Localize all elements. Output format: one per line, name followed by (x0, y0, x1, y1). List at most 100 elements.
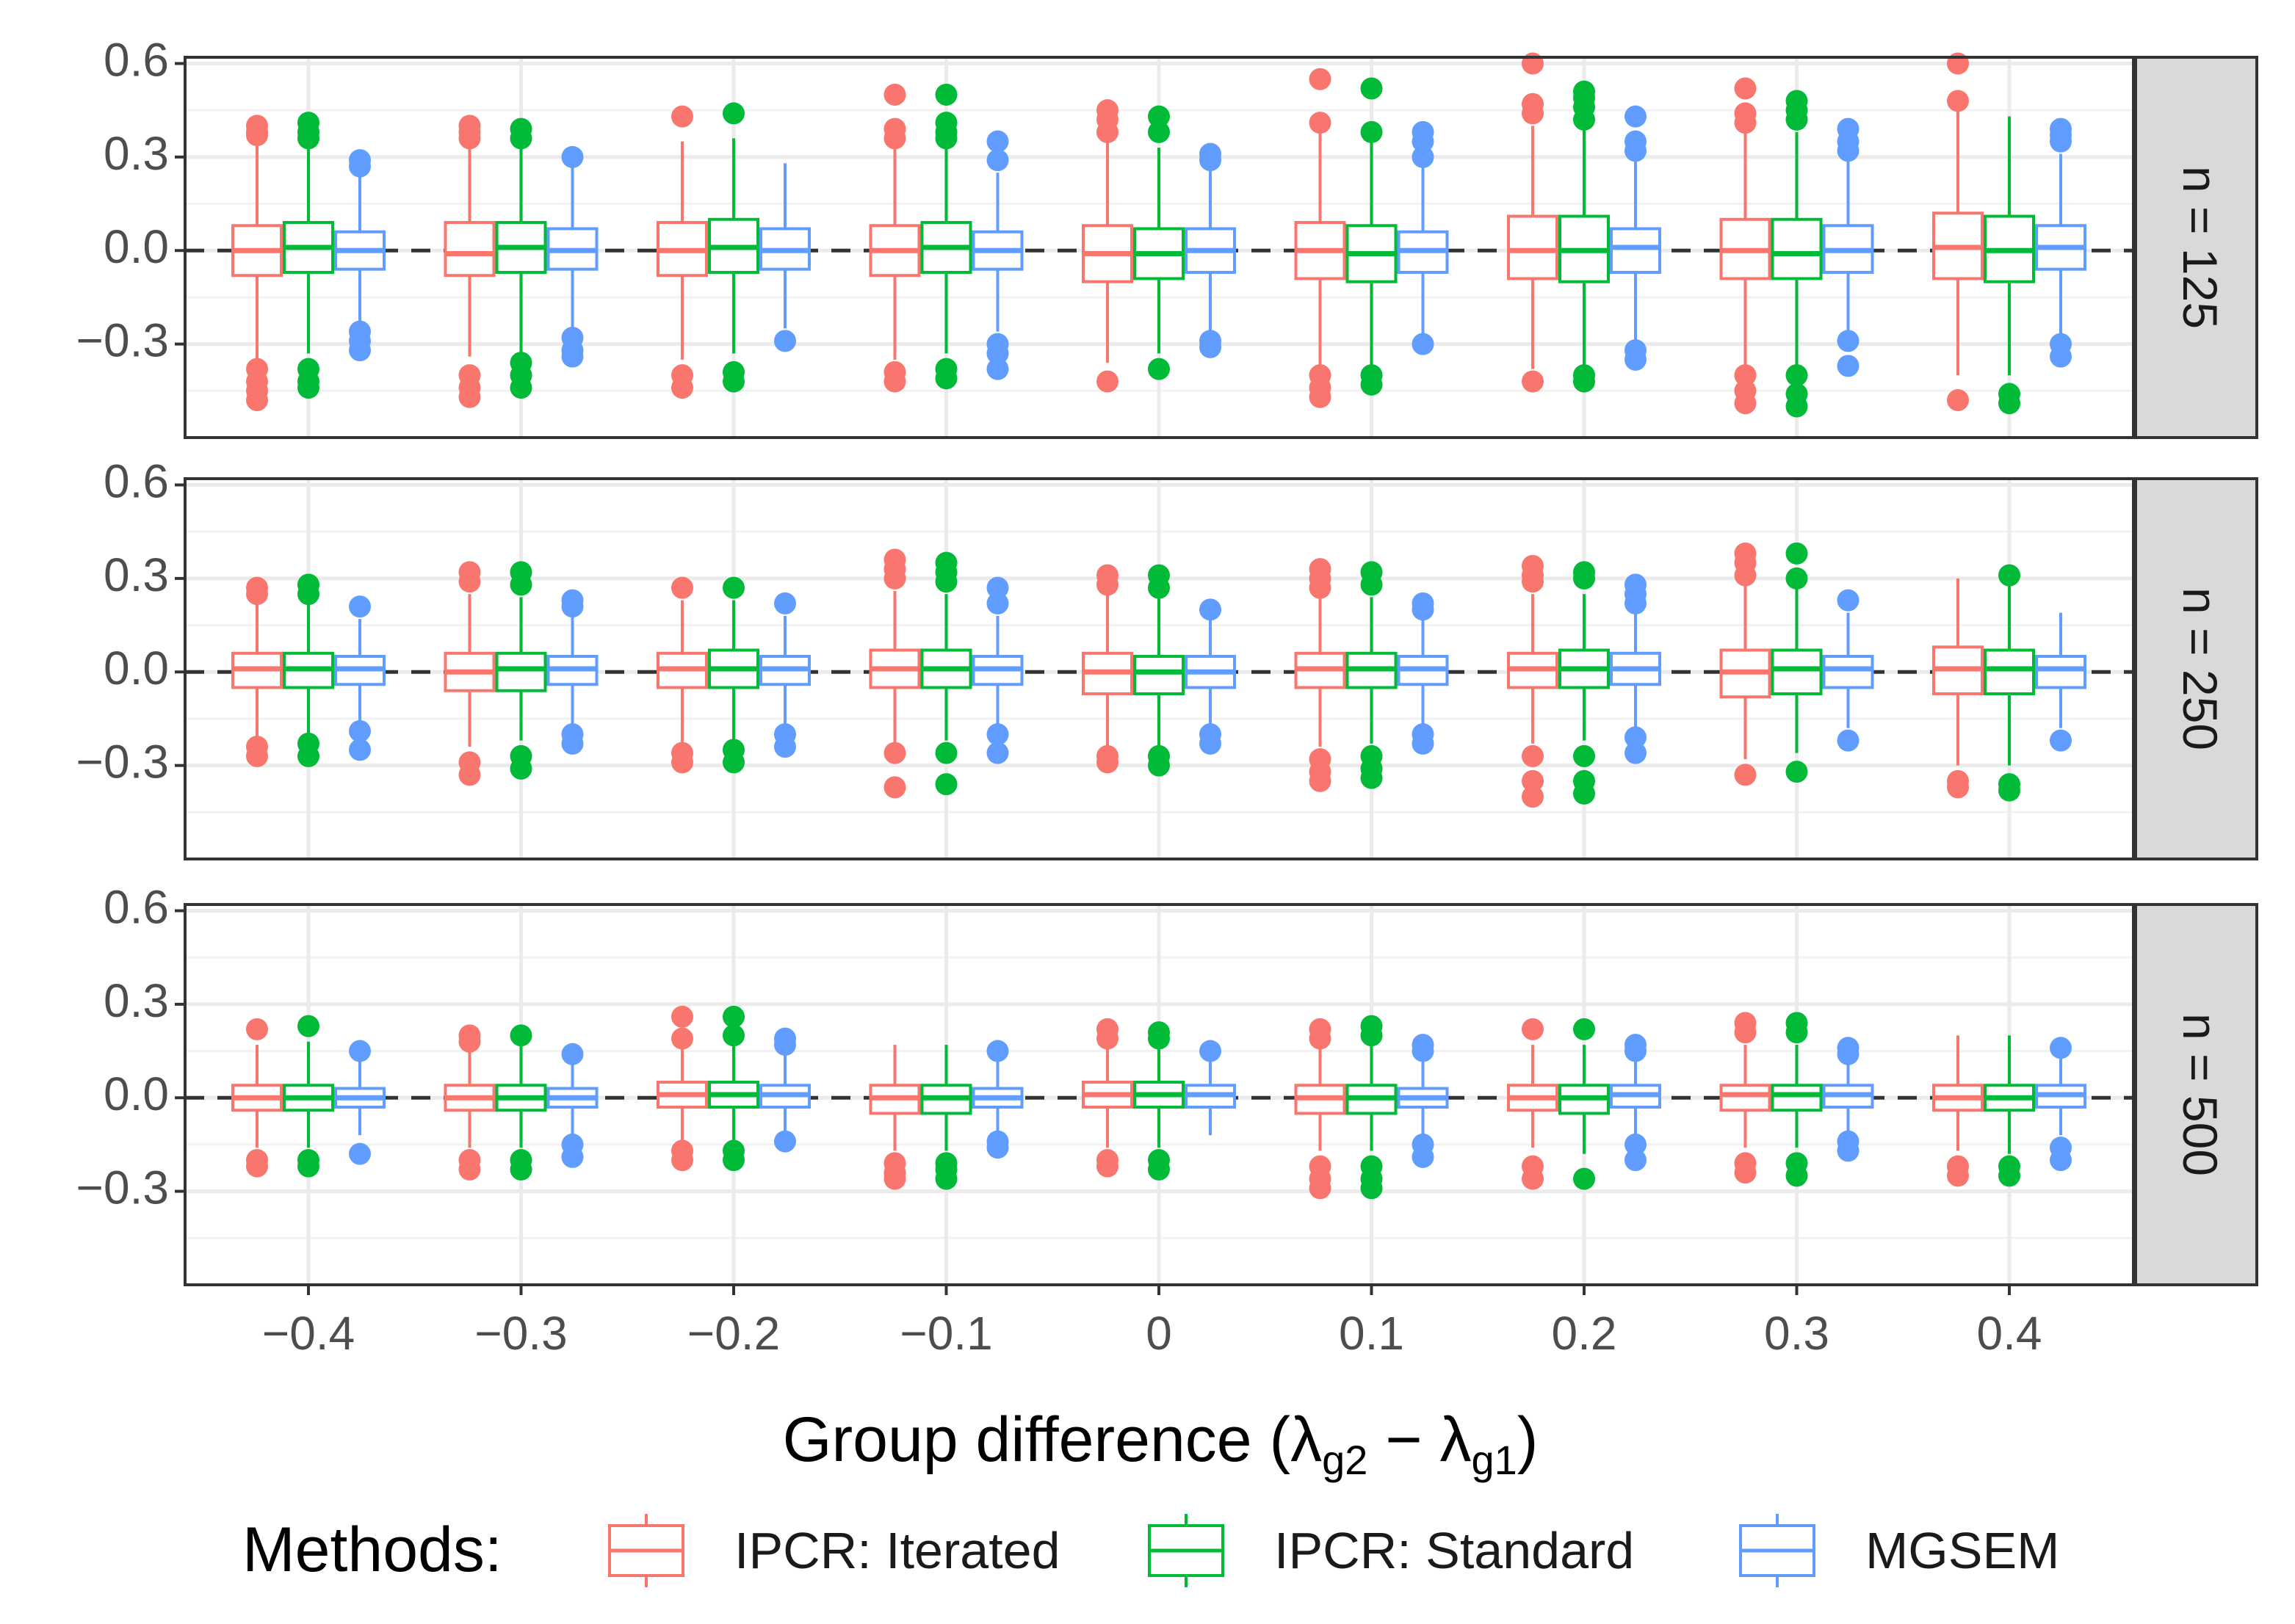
boxplot-mgsem-n-250-x4 (1185, 598, 1236, 755)
outlier-point (1096, 1027, 1118, 1050)
outlier-point (774, 1130, 796, 1153)
x-tick-label: −0.1 (900, 1307, 992, 1360)
outlier-point (458, 1158, 481, 1181)
outlier-point (986, 149, 1009, 172)
boxplot-ipcr-standard-n-125-x3 (920, 83, 972, 390)
boxplot-ipcr-iterated-n-125-x5 (1294, 68, 1346, 408)
outlier-point (349, 339, 371, 362)
outlier-point (297, 1155, 319, 1178)
outlier-point (1522, 744, 1544, 767)
boxplot-ipcr-standard-n-125-x0 (283, 112, 334, 399)
outlier-point (1785, 108, 1808, 131)
outlier-point (935, 1167, 958, 1190)
outlier-point (1734, 112, 1757, 134)
outlier-point (986, 723, 1009, 746)
outlier-point (883, 742, 906, 764)
boxplot-ipcr-standard-n-250-x3 (920, 551, 972, 796)
x-axis-title-suffix: ) (1517, 1404, 1539, 1475)
box-iqr (2035, 655, 2086, 689)
outlier-point (1360, 573, 1383, 596)
boxplot-ipcr-iterated-n-125-x2 (657, 105, 708, 399)
outlier-point (510, 127, 532, 150)
outlier-point (1309, 68, 1331, 90)
boxplot-ipcr-standard-n-500-x5 (1345, 1015, 1398, 1200)
outlier-point (349, 1040, 371, 1062)
outlier-point (1734, 392, 1757, 415)
boxplot-ipcr-standard-n-125-x8 (1984, 116, 2035, 415)
outlier-point (883, 83, 906, 106)
outlier-point (774, 592, 796, 615)
boxplot-mgsem-n-500-x8 (2035, 1037, 2086, 1172)
outlier-point (246, 389, 268, 412)
outlier-point (1309, 1177, 1331, 1200)
panel-n-500: n = 500 0.6 0.3 0.0 −0.3 (76, 880, 2258, 1286)
boxplot-ipcr-iterated-n-500-x2 (657, 1005, 708, 1172)
outlier-point (1837, 355, 1860, 377)
outlier-point (671, 105, 693, 128)
outlier-point (1148, 105, 1170, 128)
x-tick-label: −0.2 (687, 1307, 780, 1360)
outlier-point (297, 127, 319, 150)
outlier-point (1573, 782, 1595, 805)
outlier-point (1734, 77, 1757, 100)
outlier-point (986, 358, 1009, 380)
boxplot-mgsem-n-500-x3 (972, 1040, 1024, 1159)
outlier-point (1734, 364, 1757, 387)
y-tick-label: 0.3 (104, 974, 169, 1027)
legend-label: MGSEM (1865, 1522, 2059, 1579)
boxplot-mgsem-n-125-x0 (334, 149, 386, 362)
boxplot-mgsem-n-500-x1 (546, 1043, 599, 1168)
outlier-point (1096, 120, 1118, 143)
outlier-point (1309, 769, 1331, 792)
boxplot-ipcr-iterated-n-125-x7 (1719, 77, 1771, 415)
outlier-point (1522, 1167, 1544, 1190)
x-tick-label: 0.1 (1339, 1307, 1404, 1360)
boxplot-ipcr-iterated-n-250-x2 (657, 576, 708, 774)
boxplot-ipcr-standard-n-500-x7 (1771, 1012, 1823, 1187)
outlier-point (1785, 364, 1808, 387)
outlier-point (349, 1142, 371, 1165)
boxplot-mgsem-n-125-x3 (972, 130, 1024, 380)
boxplot-ipcr-iterated-n-125-x4 (1082, 99, 1133, 393)
outlier-point (1309, 576, 1331, 599)
facet-strip-label: n = 125 (2173, 166, 2227, 329)
outlier-point (723, 1005, 745, 1028)
legend-item-ipcr-iterated: IPCR: Iterated (608, 1514, 1060, 1587)
outlier-point (458, 764, 481, 786)
boxplot-ipcr-iterated-n-500-x5 (1294, 1018, 1346, 1200)
outlier-point (1096, 1155, 1118, 1178)
legend: Methods: IPCR: Iterated IPCR: Standard MGS… (242, 1514, 2059, 1587)
outlier-point (1360, 766, 1383, 789)
boxplot-ipcr-standard-n-125-x1 (495, 117, 547, 399)
outlier-point (883, 370, 906, 393)
outlier-point (1785, 395, 1808, 418)
outlier-point (458, 1030, 481, 1053)
box-iqr (1507, 214, 1558, 280)
outlier-point (1148, 576, 1170, 599)
outlier-point (349, 155, 371, 178)
outlier-point (297, 744, 319, 767)
outlier-point (1148, 358, 1170, 380)
outlier-point (1998, 564, 2020, 587)
outlier-point (1148, 120, 1170, 143)
boxplot-ipcr-standard-n-250-x6 (1558, 561, 1610, 805)
boxplot-ipcr-iterated-n-250-x8 (1932, 578, 1984, 799)
legend-item-ipcr-standard: IPCR: Standard (1148, 1514, 1634, 1587)
boxplot-mgsem-n-500-x7 (1822, 1037, 1874, 1162)
y-tick-label: −0.3 (76, 314, 169, 367)
outlier-point (1785, 761, 1808, 783)
outlier-point (883, 567, 906, 590)
outlier-point (1785, 1021, 1808, 1044)
outlier-point (1573, 370, 1595, 393)
panel-n-250: n = 250 0.6 0.3 0.0 −0.3 (76, 454, 2258, 860)
outlier-point (1360, 120, 1383, 143)
outlier-point (2050, 345, 2072, 368)
boxplot-ipcr-iterated-n-125-x0 (231, 115, 283, 412)
panel-border (184, 477, 2135, 860)
lambda-symbol-2: λ (1439, 1404, 1471, 1475)
boxplot-ipcr-iterated-n-500-x4 (1082, 1018, 1133, 1178)
outlier-point (883, 127, 906, 150)
outlier-point (774, 1034, 796, 1056)
box-iqr (1719, 1084, 1771, 1112)
